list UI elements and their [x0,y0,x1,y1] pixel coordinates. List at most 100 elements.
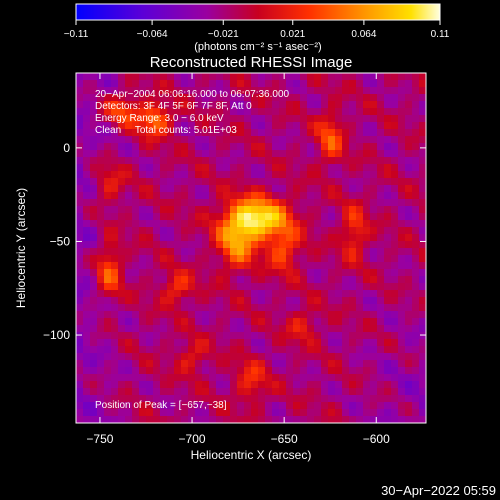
heatmap-cell [76,157,84,165]
heatmap-cell [153,318,161,326]
heatmap-cell [90,115,98,123]
heatmap-cell [153,276,161,284]
heatmap-cell [356,185,364,193]
heatmap-cell [167,115,175,123]
heatmap-cell [160,304,168,312]
heatmap-cell [244,206,252,214]
heatmap-cell [216,255,224,263]
heatmap-cell [76,325,84,333]
heatmap-cell [237,122,245,130]
heatmap-cell [328,388,336,396]
heatmap-cell [419,255,426,263]
heatmap-cell [202,339,210,347]
heatmap-cell [174,234,182,242]
heatmap-cell [377,395,385,403]
heatmap-cell [202,262,210,270]
heatmap-cell [167,262,175,270]
heatmap-cell [153,94,161,102]
heatmap-cell [146,325,154,333]
heatmap-cell [370,220,378,228]
heatmap-cell [139,241,147,249]
heatmap-cell [195,115,203,123]
heatmap-cell [265,192,273,200]
heatmap-cell [160,115,168,123]
heatmap-cell [111,129,119,137]
heatmap-cell [412,213,420,221]
heatmap-cell [307,269,315,277]
heatmap-cell [391,339,399,347]
heatmap-cell [202,283,210,291]
heatmap-cell [321,325,329,333]
heatmap-cell [139,192,147,200]
heatmap-cell [265,395,273,403]
heatmap-cell [195,241,203,249]
heatmap-cell [188,346,196,354]
heatmap-cell [104,101,112,109]
heatmap-cell [230,297,238,305]
heatmap-cell [244,360,252,368]
heatmap-cell [356,290,364,298]
heatmap-cell [293,87,301,95]
heatmap-cell [342,248,350,256]
heatmap-cell [419,353,426,361]
heatmap-cell [111,241,119,249]
heatmap-cell [398,311,406,319]
heatmap-cell [153,297,161,305]
heatmap-cell [293,164,301,172]
heatmap-cell [419,115,426,123]
heatmap-cell [188,192,196,200]
heatmap-cell [223,206,231,214]
heatmap-cell [314,80,322,88]
heatmap-cell [125,178,133,186]
heatmap-cell [328,115,336,123]
heatmap-cell [398,241,406,249]
heatmap-cell [384,325,392,333]
heatmap-cell [258,325,266,333]
heatmap-cell [349,220,357,228]
heatmap-cell [342,381,350,389]
heatmap-cell [216,185,224,193]
heatmap-cell [160,192,168,200]
heatmap-cell [335,178,343,186]
heatmap-cell [118,73,126,81]
heatmap-cell [174,241,182,249]
heatmap-cell [104,402,112,410]
heatmap-cell [293,311,301,319]
heatmap-cell [223,318,231,326]
heatmap-cell [139,353,147,361]
heatmap-cell [307,171,315,179]
heatmap-cell [314,318,322,326]
heatmap-cell [167,332,175,340]
heatmap-cell [223,227,231,235]
heatmap-cell [265,346,273,354]
heatmap-cell [223,87,231,95]
heatmap-cell [97,276,105,284]
heatmap-cell [132,192,140,200]
heatmap-cell [195,416,203,423]
heatmap-cell [293,332,301,340]
heatmap-cell [363,409,371,417]
heatmap-cell [188,402,196,410]
heatmap-cell [97,73,105,81]
heatmap-cell [76,143,84,151]
heatmap-cell [167,290,175,298]
heatmap-cell [181,192,189,200]
heatmap-cell [111,108,119,116]
heatmap-cell [202,164,210,172]
heatmap-cell [349,367,357,375]
heatmap-cell [104,248,112,256]
heatmap-cell [377,360,385,368]
heatmap-cell [244,332,252,340]
heatmap-cell [328,227,336,235]
heatmap-cell [223,339,231,347]
heatmap-cell [90,269,98,277]
heatmap-cell [237,339,245,347]
heatmap-cell [153,164,161,172]
heatmap-cell [188,94,196,102]
heatmap-cell [167,101,175,109]
heatmap-cell [125,87,133,95]
heatmap-cell [293,297,301,305]
heatmap-cell [293,276,301,284]
heatmap-cell [258,381,266,389]
heatmap-cell [391,290,399,298]
